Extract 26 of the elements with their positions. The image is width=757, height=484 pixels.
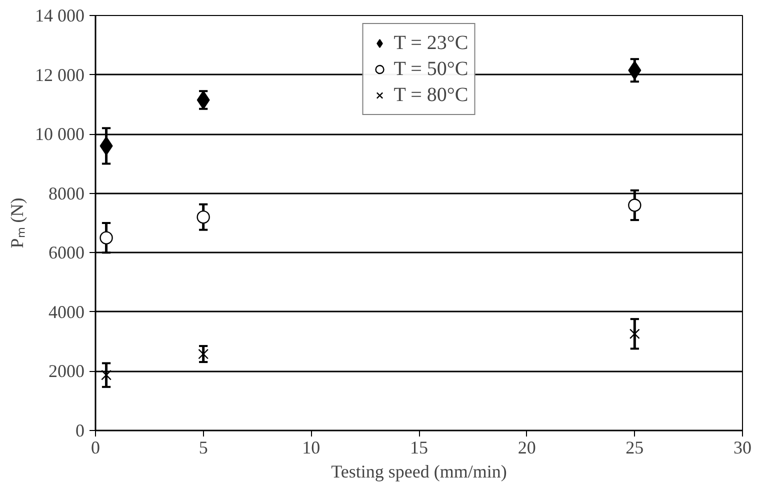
point [196, 210, 210, 224]
y-tick-label: 4000 [48, 302, 84, 322]
x-axis-title: Testing speed (mm/min) [331, 462, 507, 482]
legend-label: T = 23°C [394, 30, 468, 56]
x-tick-label: 10 [302, 438, 320, 458]
y-tick-label: 14 000 [35, 6, 84, 26]
legend-label: T = 80°C [394, 82, 468, 108]
y-tick-label: 12 000 [35, 64, 84, 85]
point [198, 348, 209, 360]
x-tick-label: 20 [518, 438, 536, 458]
y-tick-label: 8000 [48, 183, 84, 204]
point [629, 328, 640, 340]
x-tick-label: 30 [734, 438, 752, 458]
x-tick-label: 0 [91, 438, 100, 458]
x-tick-label: 5 [198, 438, 208, 458]
y-tick-label: 2000 [48, 361, 84, 382]
point [628, 198, 642, 212]
y-tick-label: 6000 [48, 242, 84, 263]
x-tick-label: 15 [410, 438, 428, 458]
point [100, 231, 113, 244]
x-tick-label: 25 [626, 438, 644, 458]
y-axis-title: Pₘ (N) [7, 198, 27, 248]
y-tick-label: 0 [76, 420, 84, 440]
point [101, 370, 112, 380]
y-tick-label: 10 000 [35, 124, 84, 144]
legend-label: T = 50°C [394, 56, 468, 82]
